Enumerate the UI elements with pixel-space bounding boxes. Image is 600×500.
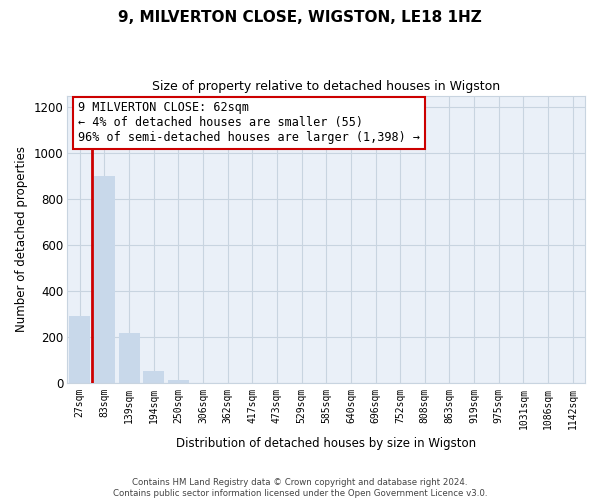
Bar (119, 332, 140, 384)
Text: Contains HM Land Registry data © Crown copyright and database right 2024.
Contai: Contains HM Land Registry data © Crown c… (113, 478, 487, 498)
Text: 9 MILVERTON CLOSE: 62sqm
← 4% of detached houses are smaller (55)
96% of semi-de: 9 MILVERTON CLOSE: 62sqm ← 4% of detache… (78, 102, 420, 144)
Bar (168, 380, 189, 384)
Title: Size of property relative to detached houses in Wigston: Size of property relative to detached ho… (152, 80, 500, 93)
Text: 9, MILVERTON CLOSE, WIGSTON, LE18 1HZ: 9, MILVERTON CLOSE, WIGSTON, LE18 1HZ (118, 10, 482, 25)
Bar (70, 316, 90, 384)
X-axis label: Distribution of detached houses by size in Wigston: Distribution of detached houses by size … (176, 437, 476, 450)
Bar (94, 176, 115, 384)
Bar (143, 370, 164, 384)
Y-axis label: Number of detached properties: Number of detached properties (15, 146, 28, 332)
